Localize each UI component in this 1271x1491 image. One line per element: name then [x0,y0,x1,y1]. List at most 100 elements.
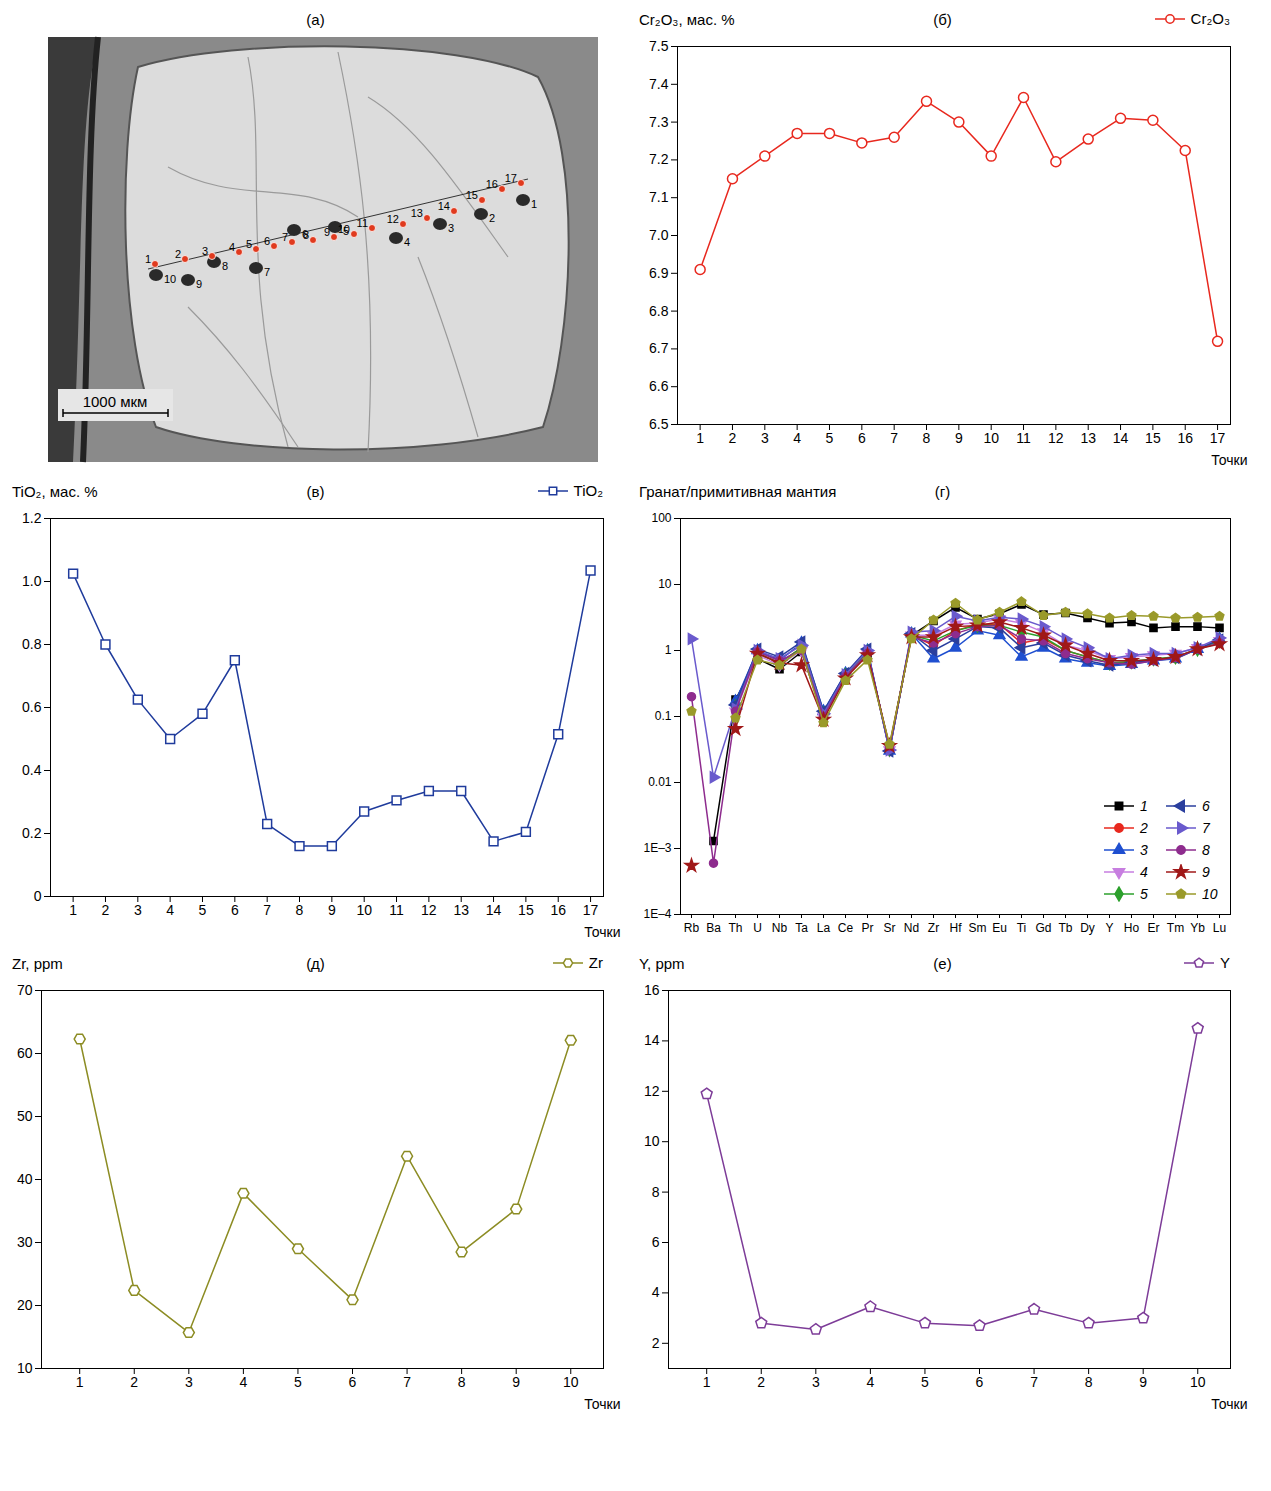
svg-text:Th: Th [728,921,742,935]
svg-text:1: 1 [703,1374,711,1390]
svg-text:2: 2 [729,430,737,446]
svg-text:6.6: 6.6 [649,378,669,394]
svg-text:6.5: 6.5 [649,416,669,432]
svg-text:Ce: Ce [838,921,854,935]
svg-text:12: 12 [644,1083,660,1099]
svg-text:Точки: Точки [1211,452,1247,468]
svg-text:11: 11 [389,902,404,918]
svg-text:10: 10 [338,223,350,235]
svg-text:1: 1 [145,253,151,265]
svg-text:8: 8 [296,902,304,918]
svg-text:16: 16 [550,902,566,918]
svg-text:Gd: Gd [1035,921,1051,935]
svg-text:0.6: 0.6 [22,699,42,715]
svg-text:3: 3 [812,1374,820,1390]
svg-text:0: 0 [34,888,42,904]
svg-text:16: 16 [644,982,660,998]
svg-text:1E–3: 1E–3 [643,841,671,855]
svg-text:7: 7 [263,902,271,918]
svg-text:1.2: 1.2 [22,510,42,526]
svg-text:Eu: Eu [992,921,1007,935]
svg-text:40: 40 [17,1171,33,1187]
svg-text:7.4: 7.4 [649,76,669,92]
svg-text:10: 10 [17,1360,33,1376]
svg-text:6.7: 6.7 [649,340,669,356]
svg-text:Dy: Dy [1080,921,1095,935]
svg-text:17: 17 [583,902,599,918]
svg-text:3: 3 [202,245,208,257]
svg-text:5: 5 [921,1374,929,1390]
svg-text:9: 9 [328,902,336,918]
svg-text:30: 30 [17,1234,33,1250]
svg-text:5: 5 [246,238,252,250]
svg-text:1: 1 [76,1374,84,1390]
svg-text:7.2: 7.2 [649,151,669,167]
svg-text:Y: Y [1105,921,1113,935]
svg-text:Ba: Ba [706,921,721,935]
svg-text:70: 70 [17,982,33,998]
svg-text:100: 100 [651,511,671,525]
svg-text:4: 4 [404,236,410,248]
svg-text:9: 9 [1139,1374,1147,1390]
svg-text:Tm: Tm [1167,921,1184,935]
svg-text:20: 20 [17,1297,33,1313]
svg-text:Точки: Точки [1211,1396,1247,1412]
svg-text:2: 2 [652,1335,660,1351]
svg-text:8: 8 [652,1184,660,1200]
svg-text:15: 15 [518,902,534,918]
svg-text:5: 5 [826,430,834,446]
svg-text:6: 6 [976,1374,984,1390]
svg-text:Ho: Ho [1124,921,1140,935]
svg-text:9: 9 [196,278,202,290]
svg-text:12: 12 [421,902,437,918]
svg-text:Nd: Nd [904,921,919,935]
svg-text:Точки: Точки [584,924,620,940]
svg-text:3: 3 [185,1374,193,1390]
svg-text:6: 6 [264,235,270,247]
svg-text:2: 2 [489,212,495,224]
svg-text:10: 10 [563,1374,579,1390]
svg-text:16: 16 [1177,430,1193,446]
svg-text:7.3: 7.3 [649,114,669,130]
svg-text:Ti: Ti [1017,921,1027,935]
svg-text:14: 14 [438,200,450,212]
svg-text:10: 10 [164,273,176,285]
svg-text:Lu: Lu [1213,921,1226,935]
svg-text:Hf: Hf [950,921,963,935]
svg-text:1E–4: 1E–4 [643,907,671,921]
svg-text:2: 2 [757,1374,765,1390]
svg-text:0.2: 0.2 [22,825,42,841]
svg-text:9: 9 [324,226,330,238]
svg-text:50: 50 [17,1108,33,1124]
svg-text:6: 6 [652,1234,660,1250]
svg-text:15: 15 [466,189,478,201]
svg-text:3: 3 [761,430,769,446]
svg-text:Sr: Sr [884,921,896,935]
svg-text:16: 16 [486,178,498,190]
svg-text:8: 8 [222,260,228,272]
svg-text:13: 13 [411,207,423,219]
svg-text:0.8: 0.8 [22,636,42,652]
svg-text:4: 4 [652,1284,660,1300]
svg-text:La: La [817,921,831,935]
svg-text:0.1: 0.1 [655,709,672,723]
svg-text:Er: Er [1148,921,1160,935]
svg-text:13: 13 [453,902,469,918]
svg-text:7: 7 [1030,1374,1038,1390]
svg-text:12: 12 [1048,430,1064,446]
svg-text:8: 8 [1085,1374,1093,1390]
svg-text:3: 3 [448,222,454,234]
svg-text:9: 9 [955,430,963,446]
svg-text:1: 1 [696,430,704,446]
svg-text:14: 14 [644,1032,660,1048]
svg-text:7: 7 [890,430,898,446]
svg-text:6.8: 6.8 [649,303,669,319]
svg-text:1000 мкм: 1000 мкм [83,393,148,410]
svg-text:0.4: 0.4 [22,762,42,778]
svg-text:60: 60 [17,1045,33,1061]
svg-text:6: 6 [231,902,239,918]
svg-text:0.01: 0.01 [648,775,672,789]
svg-text:Точки: Точки [584,1396,620,1412]
svg-text:11: 11 [357,217,368,229]
svg-text:Rb: Rb [684,921,700,935]
